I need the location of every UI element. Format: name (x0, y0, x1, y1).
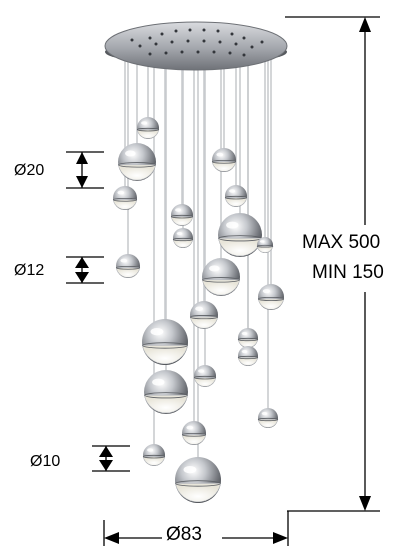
diameter-12-dimension (66, 256, 104, 284)
globe-pendant (181, 421, 207, 445)
globe-pendant (237, 346, 259, 366)
globe-pendant (224, 185, 248, 207)
canopy-hole (164, 51, 168, 55)
canopy-hole (202, 39, 206, 43)
canopy-hole (242, 36, 246, 40)
ceiling-canopy (104, 21, 288, 71)
globe-pendant (257, 284, 285, 310)
diameter-10-dimension (92, 445, 130, 472)
globe-pendant (175, 457, 221, 503)
globe-pendant (237, 328, 259, 348)
diameter-10-label: Ø10 (30, 453, 61, 470)
canopy-width-label: Ø83 (166, 524, 202, 545)
height-max-label: MAX 500 (302, 232, 381, 253)
height-dimension (285, 16, 380, 512)
globe-pendants (112, 117, 285, 503)
canopy-hole (216, 29, 220, 33)
canopy-hole (234, 42, 238, 46)
suspension-wires (124, 58, 272, 457)
canopy-hole (230, 32, 234, 36)
canopy-hole (218, 40, 222, 44)
canopy-hole (242, 53, 246, 57)
globe-pendant (256, 237, 274, 253)
canopy-hole (148, 36, 152, 40)
diameter-20-label: Ø20 (14, 162, 45, 179)
canopy-hole (154, 42, 158, 46)
globe-pendant (257, 408, 279, 428)
canopy-hole (260, 40, 264, 44)
height-min-label: MIN 150 (312, 262, 384, 283)
globe-pendant (211, 148, 237, 172)
diameter-12-label: Ø12 (14, 262, 45, 279)
globe-pendant (118, 143, 156, 181)
globe-pendant (202, 258, 240, 296)
canopy-hole (180, 50, 184, 54)
canopy-hole (160, 32, 164, 36)
canopy-hole (186, 39, 190, 43)
canopy-hole (228, 51, 232, 55)
canopy-width-dimension (103, 511, 289, 546)
canopy-hole (138, 44, 142, 48)
globe-pendant (112, 186, 138, 210)
canopy-hole (196, 50, 200, 54)
globe-pendant (136, 117, 160, 139)
globe-pendant (218, 213, 262, 257)
diameter-20-dimension (66, 151, 104, 189)
canopy-hole (148, 52, 152, 56)
canopy-hole (250, 45, 254, 49)
canopy-hole (130, 38, 134, 42)
globe-pendant (189, 301, 219, 329)
globe-pendant (142, 319, 188, 365)
globe-pendant (115, 254, 141, 278)
canopy-hole (212, 50, 216, 54)
canopy-hole (202, 28, 206, 32)
canopy-hole (174, 29, 178, 33)
canopy-hole (170, 40, 174, 44)
globe-pendant (193, 365, 217, 387)
globe-pendant (172, 228, 194, 248)
globe-pendant (170, 204, 194, 226)
globe-pendant (144, 370, 188, 414)
globe-pendant (142, 444, 166, 466)
canopy-hole (188, 28, 192, 32)
